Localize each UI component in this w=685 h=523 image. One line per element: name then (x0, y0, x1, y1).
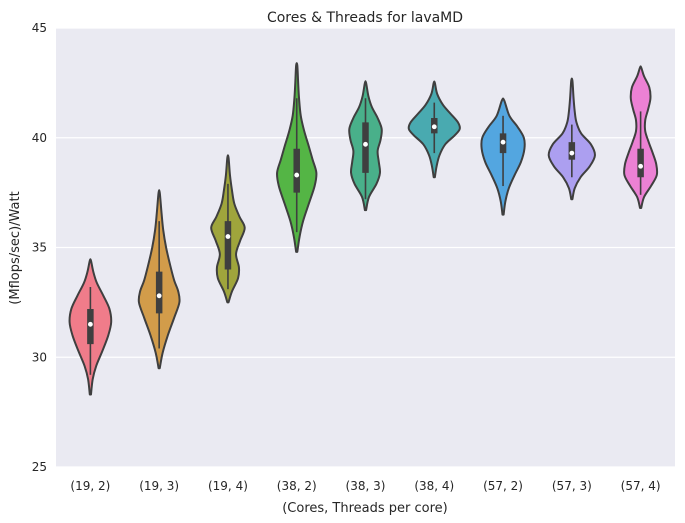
x-tick-label: (38, 2) (277, 479, 317, 493)
y-tick-label: 40 (32, 131, 47, 145)
x-tick-label: (57, 4) (621, 479, 661, 493)
violin-median-point (638, 163, 644, 169)
y-tick-label: 30 (32, 350, 47, 364)
x-tick-label: (19, 2) (70, 479, 110, 493)
y-axis-label: (Mflops/sec)/Watt (8, 191, 23, 304)
violin-median-point (431, 124, 437, 130)
x-tick-label: (38, 3) (346, 479, 386, 493)
x-tick-label: (57, 3) (552, 479, 592, 493)
x-axis-label: (Cores, Threads per core) (282, 501, 448, 516)
violin-median-point (294, 172, 300, 178)
x-tick-label: (19, 4) (208, 479, 248, 493)
violin-median-point (156, 293, 162, 299)
y-tick-label: 35 (32, 241, 47, 255)
x-tick-label: (57, 2) (483, 479, 523, 493)
violin-median-point (87, 321, 93, 327)
y-tick-labels: 25 30 35 40 45 (32, 21, 47, 474)
violin-median-point (363, 141, 368, 147)
violin-median-point (500, 139, 506, 145)
violins (68, 62, 659, 396)
x-tick-label: (38, 4) (414, 479, 454, 493)
violin-median-point (569, 150, 575, 156)
x-tick-labels: (19, 2) (19, 3) (19, 4) (38, 2) (38, 3) (38, … (70, 479, 660, 493)
x-tick-label: (19, 3) (139, 479, 179, 493)
y-tick-label: 25 (32, 460, 47, 474)
violin-median-point (225, 234, 231, 239)
y-tick-label: 45 (32, 21, 47, 35)
chart-title: Cores & Threads for lavaMD (267, 10, 463, 26)
